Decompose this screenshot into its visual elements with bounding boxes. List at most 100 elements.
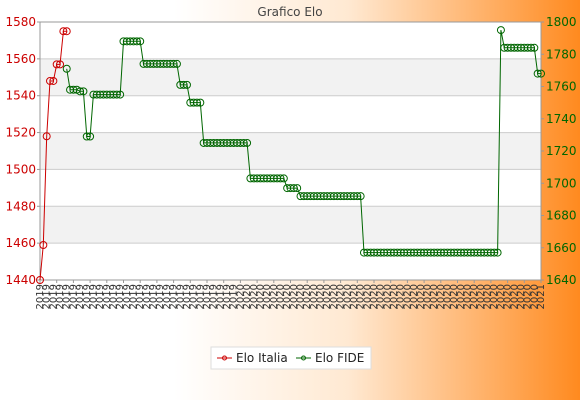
x-tick-label: 2020	[296, 284, 307, 309]
elo-fide-point	[192, 98, 201, 107]
grid-band	[40, 58, 541, 96]
y-left-tick-label: 1540	[5, 89, 36, 103]
elo-fide-point	[493, 248, 502, 257]
y-right-tick-label: 1700	[546, 176, 577, 190]
y-left-tick-label: 1580	[5, 15, 36, 29]
grid-band	[40, 132, 541, 170]
elo-italia-point	[36, 276, 44, 284]
x-tick-label: 2019	[135, 284, 146, 309]
x-tick-label: 2019	[88, 284, 99, 309]
y-left-tick-label: 1520	[5, 126, 36, 140]
x-tick-label: 2019	[108, 284, 119, 309]
y-right-tick-label: 1760	[546, 80, 577, 94]
x-tick-label: 2020	[282, 284, 293, 309]
elo-fide-point	[112, 90, 121, 99]
elo-italia-point	[46, 76, 55, 85]
x-tick-label: 2020	[496, 284, 507, 309]
legend-marker-elo-italia	[222, 355, 227, 361]
x-tick-label: 2020	[442, 284, 453, 309]
y-left-tick-label: 1460	[5, 236, 36, 250]
elo-fide-point	[86, 132, 95, 141]
x-tick-label: 2019	[202, 284, 213, 309]
elo-fide-point	[196, 98, 205, 107]
legend-box	[210, 346, 372, 370]
x-tick-label: 2019	[68, 284, 79, 309]
x-tick-label: 2020	[275, 284, 286, 309]
elo-fide-point	[239, 138, 248, 147]
x-tick-label: 2020	[362, 284, 373, 309]
x-tick-label: 2020	[235, 284, 246, 309]
y-left-tick-label: 1560	[5, 52, 36, 66]
chart-title: Grafico Elo	[257, 5, 322, 19]
y-left-tick-label: 1500	[5, 162, 36, 176]
x-tick-label: 2019	[142, 284, 153, 309]
elo-fide-point	[116, 90, 125, 99]
elo-italia-point	[39, 240, 48, 249]
legend-label-elo-italia: Elo Italia	[236, 351, 288, 365]
x-tick-label: 2019	[215, 284, 226, 309]
x-tick-label: 2020	[289, 284, 300, 309]
x-tick-label: 2020	[402, 284, 413, 309]
x-tick-label: 2019	[209, 284, 220, 309]
grid-band	[40, 206, 541, 244]
elo-italia-point	[59, 27, 68, 36]
y-right-tick-label: 1640	[546, 273, 577, 287]
elo-fide-point	[62, 64, 71, 73]
x-tick-label: 2020	[249, 284, 260, 309]
x-tick-label: 2020	[449, 284, 460, 309]
elo-fide-point	[496, 26, 505, 35]
x-tick-label: 2019	[75, 284, 86, 309]
elo-fide-point	[76, 87, 85, 96]
elo-fide-point	[356, 192, 365, 201]
x-tick-label: 2020	[336, 284, 347, 309]
x-tick-label: 2020	[476, 284, 487, 309]
y-right-tick-label: 1740	[546, 112, 577, 126]
elo-fide-point	[243, 138, 252, 147]
elo-fide-point	[276, 174, 285, 183]
x-tick-label: 2019	[162, 284, 173, 309]
elo-fide-point	[79, 87, 88, 96]
y-right-tick-label: 1680	[546, 209, 577, 223]
x-tick-label: 2020	[349, 284, 360, 309]
elo-fide-point	[533, 69, 542, 78]
elo-italia-point	[52, 60, 61, 69]
x-tick-label: 2019	[182, 284, 193, 309]
x-tick-label: 2020	[309, 284, 320, 309]
elo-italia-point	[62, 27, 71, 36]
x-tick-label: 2020	[422, 284, 433, 309]
x-tick-label: 2020	[483, 284, 494, 309]
legend-marker-elo-fide	[301, 355, 306, 361]
x-tick-label: 2019	[169, 284, 180, 309]
x-tick-label: 2019	[42, 284, 53, 309]
elo-fide-point	[537, 69, 545, 78]
y-left-tick-label: 1480	[5, 199, 36, 213]
x-tick-label: 2019	[229, 284, 240, 309]
x-tick-label: 2020	[255, 284, 266, 309]
x-tick-label: 2019	[155, 284, 166, 309]
x-tick-label: 2019	[95, 284, 106, 309]
elo-fide-point	[530, 43, 539, 52]
elo-fide-point	[82, 132, 91, 141]
x-tick-label: 2020	[242, 284, 253, 309]
elo-italia-point	[42, 132, 51, 141]
x-tick-label: 2020	[429, 284, 440, 309]
elo-fide-point	[353, 192, 362, 201]
x-tick-label: 2019	[195, 284, 206, 309]
x-tick-label: 2020	[356, 284, 367, 309]
x-tick-label: 2020	[262, 284, 273, 309]
x-tick-label: 2021	[536, 284, 547, 309]
x-tick-label: 2020	[396, 284, 407, 309]
elo-fide-point	[179, 80, 188, 89]
x-tick-label: 2019	[62, 284, 73, 309]
x-tick-label: 2019	[175, 284, 186, 309]
x-tick-label: 2020	[382, 284, 393, 309]
elo-fide-point	[182, 80, 191, 89]
y-right-tick-label: 1800	[546, 15, 577, 29]
x-tick-label: 2020	[463, 284, 474, 309]
elo-italia-point	[49, 76, 58, 85]
x-tick-label: 2019	[115, 284, 126, 309]
x-tick-label: 2019	[222, 284, 233, 309]
x-tick-label: 2019	[55, 284, 66, 309]
x-tick-label: 2020	[416, 284, 427, 309]
